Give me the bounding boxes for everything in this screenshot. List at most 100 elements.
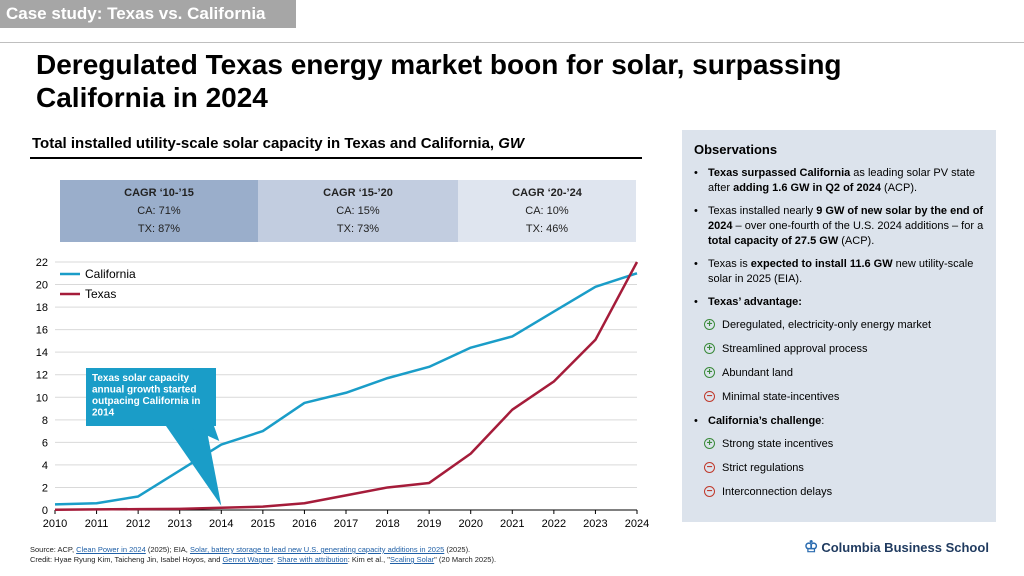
x-tick-label: 2015 <box>251 518 275 530</box>
plus-circle-icon: + <box>704 343 715 354</box>
top-divider <box>0 42 1024 43</box>
source-text: " (20 March 2025). <box>434 555 497 564</box>
observation-text-part: (ACP). <box>838 235 875 247</box>
credit-line: Credit: Hyae Ryung Kim, Taicheng Jin, Is… <box>30 555 670 565</box>
source-link[interactable]: Solar, battery storage to lead new U.S. … <box>189 545 445 554</box>
source-text: (2025). <box>444 545 471 554</box>
series-line-texas <box>54 261 639 512</box>
series-line-california <box>54 272 638 506</box>
sub-list-item: − Interconnection delays <box>692 485 988 500</box>
cagr-box-2010-2015: CAGR ‘10-’15 CA: 71% TX: 87% <box>60 180 258 242</box>
source-text: . <box>273 555 278 564</box>
advantages-list: + Deregulated, electricity-only energy ma… <box>692 318 988 405</box>
bullet-icon: • <box>694 415 698 427</box>
x-tick-label: 2010 <box>43 518 67 530</box>
y-tick-label: 14 <box>36 347 48 359</box>
y-tick-label: 6 <box>42 437 48 449</box>
source-line: Source: ACP, Clean Power in 2024 (2025);… <box>30 545 670 555</box>
observation-text-part: (ACP). <box>881 182 918 194</box>
observation-item: • Texas surpassed California as leading s… <box>692 166 988 196</box>
bullet-icon: • <box>694 258 698 270</box>
cagr-ca: CA: 10% <box>525 205 569 217</box>
observations-panel: Observations • Texas surpassed California… <box>682 130 996 522</box>
bullet-icon: • <box>694 167 698 179</box>
cagr-ca: CA: 15% <box>336 205 380 217</box>
plus-circle-icon: + <box>704 319 715 330</box>
x-tick-label: 2011 <box>85 518 109 530</box>
legend-label: Texas <box>85 287 116 301</box>
sub-list-text: Strict regulations <box>722 462 804 474</box>
sub-list-item: + Deregulated, electricity-only energy ma… <box>692 318 988 333</box>
observation-text-part: as leading solar PV state after <box>708 167 975 194</box>
source-link[interactable]: Clean Power in 2024 <box>76 545 146 554</box>
advantage-heading: • Texas’ advantage: <box>694 296 802 308</box>
annotation-text: Texas solar capacity annual growth starte… <box>92 373 200 419</box>
columbia-logo: ♔ Columbia Business School <box>804 539 989 556</box>
annotation-pointer-upper <box>186 426 220 441</box>
x-tick-label: 2012 <box>126 518 150 530</box>
y-tick-label: 8 <box>42 415 48 427</box>
x-tick-label: 2017 <box>334 518 358 530</box>
source-text: Credit: Hyae Ryung Kim, Taicheng Jin, Is… <box>30 555 223 564</box>
legend-label: California <box>85 267 136 281</box>
cagr-tx: TX: 46% <box>525 223 569 235</box>
y-tick-label: 20 <box>36 280 48 292</box>
sub-list-item: + Streamlined approval process <box>692 342 988 357</box>
source-link[interactable]: Scaling Solar <box>389 555 435 564</box>
x-tick-label: 2022 <box>542 518 566 530</box>
x-tick-label: 2016 <box>292 518 316 530</box>
sub-list-text: Interconnection delays <box>722 486 833 498</box>
sub-list-text: Abundant land <box>722 367 793 379</box>
observation-text-part: Texas surpassed California <box>708 167 851 179</box>
plus-circle-icon: + <box>704 367 715 378</box>
source-footnote: Source: ACP, Clean Power in 2024 (2025);… <box>30 545 670 565</box>
x-tick-label: 2020 <box>458 518 482 530</box>
y-tick-label: 2 <box>42 482 48 494</box>
chart-heading-rule <box>30 157 642 159</box>
observation-text-part: adding 1.6 GW in Q2 of 2024 <box>733 182 881 194</box>
sub-list-text: Strong state incentives <box>722 438 834 450</box>
y-tick-label: 10 <box>36 392 48 404</box>
challenge-heading: • California’s challenge: <box>694 415 825 427</box>
observation-text-part: Texas is <box>708 258 751 270</box>
y-tick-label: 18 <box>36 302 48 314</box>
cagr-header: CAGR ‘15-’20 <box>323 187 393 199</box>
minus-circle-icon: − <box>704 462 715 473</box>
cagr-tx: TX: 87% <box>137 223 181 235</box>
observations-list: • Texas surpassed California as leading s… <box>692 166 988 509</box>
observation-text-part: new utility-scale solar in 2025 (EIA). <box>708 258 974 285</box>
sub-list-item: − Minimal state-incentives <box>692 390 988 405</box>
minus-circle-icon: − <box>704 391 715 402</box>
observation-item: • Texas installed nearly 9 GW of new sola… <box>692 204 988 249</box>
x-tick-label: 2018 <box>375 518 399 530</box>
cagr-box-2015-2020: CAGR ‘15-’20 CA: 15% TX: 73% <box>258 180 458 242</box>
observation-text-part: total capacity of 27.5 GW <box>708 235 839 247</box>
observation-text-part: 9 GW of new solar by the end of 2024 <box>708 205 984 232</box>
cagr-header: CAGR ‘10-’15 <box>124 187 194 199</box>
cagr-header: CAGR ‘20-’24 <box>512 187 582 199</box>
y-tick-label: 12 <box>36 370 48 382</box>
sub-list-item: − Strict regulations <box>692 461 988 476</box>
sub-list-text: Streamlined approval process <box>722 343 868 355</box>
source-link[interactable]: Share with attribution <box>277 555 348 564</box>
y-tick-label: 22 <box>36 257 48 269</box>
sub-list-item: + Abundant land <box>692 366 988 381</box>
sub-list-item: + Strong state incentives <box>692 437 988 452</box>
y-tick-label: 16 <box>36 325 48 337</box>
cagr-box-2020-2024: CAGR ‘20-’24 CA: 10% TX: 46% <box>458 180 636 242</box>
annotation-pointer <box>166 426 222 506</box>
cagr-tx: TX: 73% <box>336 223 380 235</box>
challenges-list: + Strong state incentives − Strict regulati… <box>692 437 988 500</box>
cagr-ca: CA: 71% <box>137 205 181 217</box>
sub-list-text: Deregulated, electricity-only energy mar… <box>722 319 932 331</box>
plus-circle-icon: + <box>704 438 715 449</box>
section-tag: Case study: Texas vs. California <box>0 0 296 28</box>
x-tick-label: 2014 <box>209 518 233 530</box>
annotation-box <box>86 368 216 426</box>
x-tick-label: 2021 <box>500 518 524 530</box>
page-title: Deregulated Texas energy market boon for… <box>36 49 842 113</box>
source-link[interactable]: Gernot Wagner <box>222 555 274 564</box>
y-tick-label: 0 <box>42 505 48 517</box>
x-tick-label: 2023 <box>583 518 607 530</box>
